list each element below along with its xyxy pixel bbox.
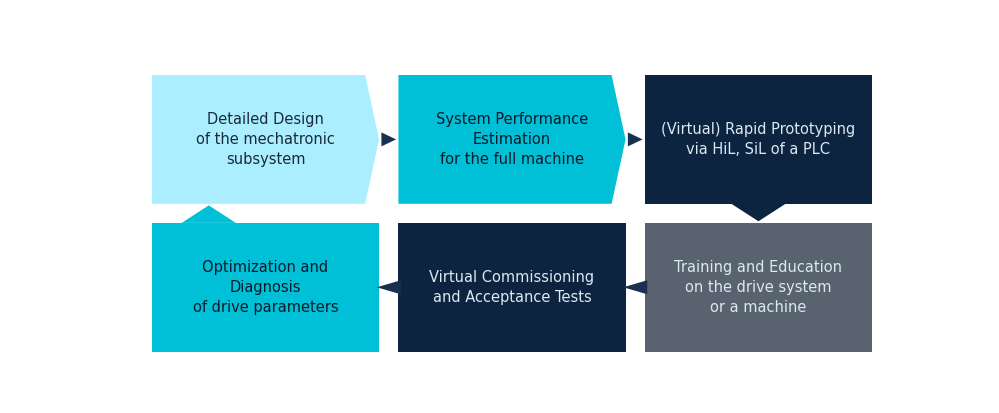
Text: (Virtual) Rapid Prototyping
via HiL, SiL of a PLC: (Virtual) Rapid Prototyping via HiL, SiL… [661,122,855,157]
Polygon shape [152,223,379,352]
Text: Optimization and
Diagnosis
of drive parameters: Optimization and Diagnosis of drive para… [193,260,339,315]
Text: Training and Education
on the drive system
or a machine: Training and Education on the drive syst… [674,260,842,315]
Polygon shape [399,223,625,352]
Polygon shape [182,205,236,223]
Polygon shape [377,280,401,294]
Polygon shape [152,75,379,204]
Polygon shape [645,75,872,204]
Text: System Performance
Estimation
for the full machine: System Performance Estimation for the fu… [436,112,588,167]
Polygon shape [627,133,642,146]
Text: Detailed Design
of the mechatronic
subsystem: Detailed Design of the mechatronic subsy… [196,112,335,167]
Text: Virtual Commissioning
and Acceptance Tests: Virtual Commissioning and Acceptance Tes… [430,270,594,305]
Polygon shape [382,133,397,146]
Polygon shape [645,223,872,352]
Polygon shape [623,280,647,294]
Polygon shape [731,204,785,221]
Polygon shape [399,75,625,204]
